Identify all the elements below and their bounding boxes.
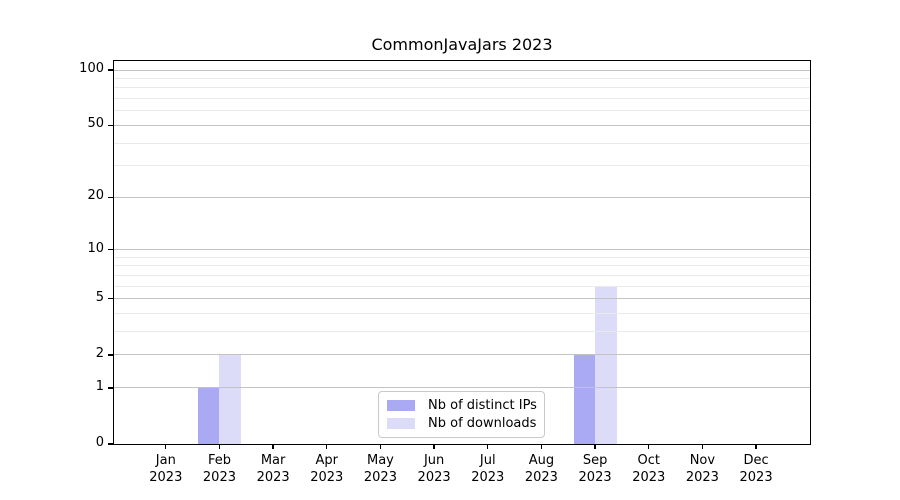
y-tick-mark-2 xyxy=(108,354,113,356)
y-tick-mark-10 xyxy=(108,248,113,251)
x-tick-mark-nov xyxy=(701,444,704,449)
gridline-minor-3 xyxy=(114,331,810,333)
gridline-major-5 xyxy=(114,298,810,300)
legend-label-downloads: Nb of downloads xyxy=(428,416,537,431)
legend-label-distinct-ips: Nb of distinct IPs xyxy=(428,398,537,413)
gridline-minor-60 xyxy=(114,110,810,112)
x-tick-mark-mar xyxy=(272,444,274,449)
legend-swatch-distinct-ips-icon xyxy=(387,400,415,411)
x-tick-label-oct: Oct 2023 xyxy=(632,453,666,485)
x-tick-mark-sep xyxy=(594,444,596,449)
gridline-major-10 xyxy=(114,249,810,251)
y-tick-label-5: 5 xyxy=(95,289,104,305)
x-tick-label-feb: Feb 2023 xyxy=(202,453,236,485)
gridline-minor-80 xyxy=(114,87,810,89)
chart-title: CommonJavaJars 2023 xyxy=(371,35,553,54)
y-tick-mark-0 xyxy=(108,443,113,445)
y-tick-label-100: 100 xyxy=(79,61,104,76)
x-tick-mark-may xyxy=(379,444,382,449)
y-tick-label-2: 2 xyxy=(95,345,104,361)
x-tick-label-may: May 2023 xyxy=(363,453,397,485)
x-tick-label-nov: Nov 2023 xyxy=(685,453,719,485)
y-tick-mark-5 xyxy=(108,298,113,300)
x-tick-mark-apr xyxy=(326,444,328,449)
gridline-minor-9 xyxy=(114,256,810,258)
x-tick-mark-feb xyxy=(218,444,221,449)
x-tick-label-mar: Mar 2023 xyxy=(256,453,290,485)
bar-nb-of-downloads-sep xyxy=(595,286,617,444)
x-tick-mark-jun xyxy=(433,444,435,449)
y-tick-mark-50 xyxy=(108,124,113,127)
y-tick-label-0: 0 xyxy=(95,435,104,450)
bar-nb-of-distinct-ips-feb xyxy=(197,387,220,444)
bar-nb-of-distinct-ips-sep xyxy=(573,354,596,444)
gridline-major-100 xyxy=(114,69,810,71)
x-tick-label-dec: Dec 2023 xyxy=(739,453,773,485)
gridline-minor-6 xyxy=(114,285,810,287)
x-tick-label-jul: Jul 2023 xyxy=(471,453,505,485)
x-tick-mark-oct xyxy=(648,444,650,449)
gridline-minor-90 xyxy=(114,77,810,79)
x-tick-label-jun: Jun 2023 xyxy=(417,453,451,485)
gridline-major-50 xyxy=(114,124,810,126)
x-tick-mark-jul xyxy=(487,444,489,449)
y-tick-label-10: 10 xyxy=(87,240,104,256)
gridline-minor-30 xyxy=(114,165,810,167)
plot-area: Nb of distinct IPs Nb of downloads 0 1 2 5 1… xyxy=(79,60,811,485)
gridline-minor-70 xyxy=(114,98,810,100)
y-tick-mark-20 xyxy=(108,196,113,198)
x-tick-label-jan: Jan 2023 xyxy=(149,453,183,485)
x-tick-mark-aug xyxy=(540,444,543,449)
x-tick-label-apr: Apr 2023 xyxy=(310,453,344,485)
gridline-minor-7 xyxy=(114,274,810,276)
x-tick-mark-jan xyxy=(165,444,167,449)
x-tick-label-aug: Aug 2023 xyxy=(524,453,558,485)
gridline-major-20 xyxy=(114,196,810,198)
legend-swatch-downloads-icon xyxy=(387,418,415,429)
bar-nb-of-downloads-feb xyxy=(219,354,241,444)
legend-item-downloads: Nb of downloads xyxy=(387,416,537,431)
y-tick-label-20: 20 xyxy=(87,188,104,204)
legend-item-distinct-ips: Nb of distinct IPs xyxy=(387,398,537,413)
gridline-minor-4 xyxy=(114,313,810,315)
gridline-major-1 xyxy=(114,387,810,389)
legend: Nb of distinct IPs Nb of downloads xyxy=(378,391,545,438)
gridline-minor-8 xyxy=(114,265,810,267)
x-tick-label-sep: Sep 2023 xyxy=(578,453,612,485)
gridline-minor-40 xyxy=(114,142,810,144)
y-tick-mark-1 xyxy=(108,387,113,389)
y-tick-mark-100 xyxy=(108,69,113,71)
gridline-major-2 xyxy=(114,354,810,356)
x-tick-mark-dec xyxy=(755,444,757,449)
y-tick-label-50: 50 xyxy=(87,116,104,132)
y-tick-label-1: 1 xyxy=(95,378,104,394)
